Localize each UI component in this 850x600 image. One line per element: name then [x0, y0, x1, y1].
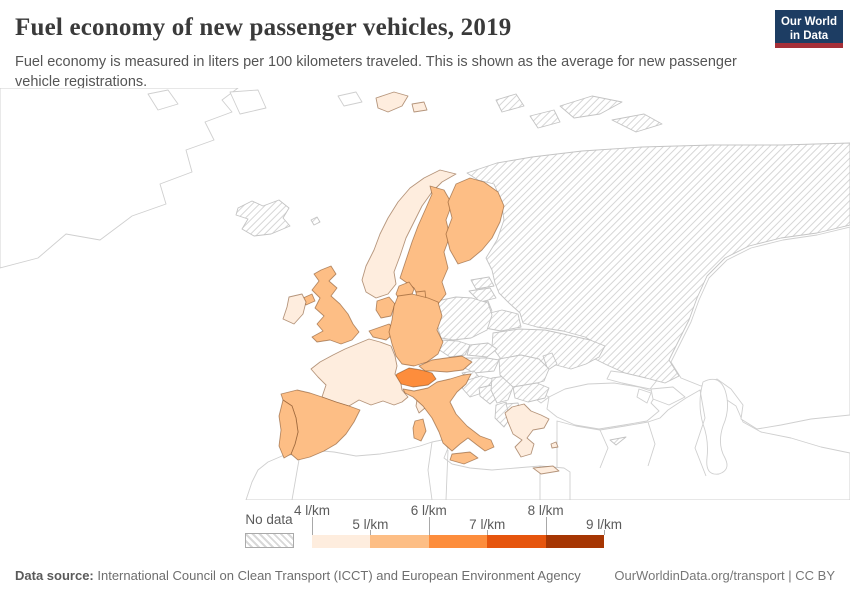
country-germany[interactable]	[389, 294, 443, 366]
country-austria[interactable]	[419, 356, 472, 372]
country-slovakia[interactable]	[467, 343, 497, 357]
legend-bin-6-7[interactable]	[428, 535, 488, 548]
no-data-swatch[interactable]	[245, 533, 294, 548]
legend-bin-7-8[interactable]	[487, 535, 546, 548]
country-portugal[interactable]	[279, 400, 298, 458]
country-svalbard[interactable]	[376, 92, 427, 112]
legend-label-9: 9 l/km	[585, 517, 623, 532]
country-poland[interactable]	[437, 297, 492, 340]
owid-link[interactable]: OurWorldinData.org/transport | CC BY	[614, 568, 835, 583]
country-ireland[interactable]	[283, 294, 306, 324]
country-arctic-fragment	[230, 90, 266, 114]
legend-label-5: 5 l/km	[352, 517, 389, 532]
data-source-text: International Council on Clean Transport…	[93, 568, 581, 583]
legend-bin-5-6[interactable]	[370, 535, 429, 548]
country-greenland[interactable]	[0, 88, 238, 268]
page-title: Fuel economy of new passenger vehicles, …	[15, 14, 512, 41]
legend-label-6: 6 l/km	[410, 503, 447, 518]
country-italy[interactable]	[403, 374, 494, 464]
country-armenia[interactable]	[637, 389, 651, 403]
country-azerbaijan[interactable]	[651, 387, 685, 405]
country-netherlands[interactable]	[376, 297, 395, 318]
page-subtitle: Fuel economy is measured in liters per 1…	[15, 54, 737, 90]
africa-borders	[292, 390, 706, 500]
country-moldova[interactable]	[543, 353, 557, 370]
legend-tick	[428, 517, 430, 535]
country-arctic-islands	[530, 110, 560, 128]
no-data-label[interactable]: No data	[245, 512, 293, 527]
legend-bin-8-9[interactable]	[545, 535, 604, 548]
country-finland[interactable]	[446, 178, 504, 264]
legend-label-8: 8 l/km	[527, 503, 564, 518]
legend-tick	[370, 530, 372, 535]
country-novaya-zemlya	[560, 96, 622, 118]
owid-logo-line1: Our World	[780, 16, 837, 28]
country-arctic-islands	[496, 94, 524, 112]
data-source-label: Data source:	[15, 568, 94, 583]
country-faroe[interactable]	[311, 217, 320, 225]
legend-tick	[487, 530, 489, 535]
country-united-kingdom[interactable]	[303, 266, 359, 344]
legend-tick	[545, 517, 547, 535]
caspian-sea	[700, 379, 728, 474]
owid-logo[interactable]: Our World in Data	[775, 10, 843, 48]
country-arctic-fragment	[148, 90, 178, 110]
owid-logo-line2: in Data	[789, 30, 829, 43]
footer: Data source: International Council on Cl…	[15, 568, 835, 583]
country-greece[interactable]	[505, 404, 559, 474]
country-novaya-zemlya	[612, 114, 662, 132]
country-estonia[interactable]	[471, 277, 494, 289]
legend-label-7: 7 l/km	[469, 517, 506, 532]
country-norway[interactable]	[362, 170, 456, 298]
country-cyprus[interactable]	[610, 437, 626, 445]
country-romania[interactable]	[499, 355, 549, 387]
europe-choropleth-map	[0, 88, 850, 500]
country-kazakhstan[interactable]	[671, 227, 850, 429]
country-russia[interactable]	[467, 143, 850, 383]
legend-label-4: 4 l/km	[293, 503, 331, 518]
legend-bin-4-5[interactable]	[312, 535, 371, 548]
legend-tick	[604, 530, 605, 535]
country-iceland[interactable]	[236, 200, 290, 236]
country-latvia[interactable]	[469, 288, 496, 302]
country-arctic-fragment	[338, 92, 362, 106]
owid-logo-red-bar	[775, 43, 843, 48]
country-bulgaria[interactable]	[513, 383, 549, 402]
legend-tick	[312, 517, 313, 535]
